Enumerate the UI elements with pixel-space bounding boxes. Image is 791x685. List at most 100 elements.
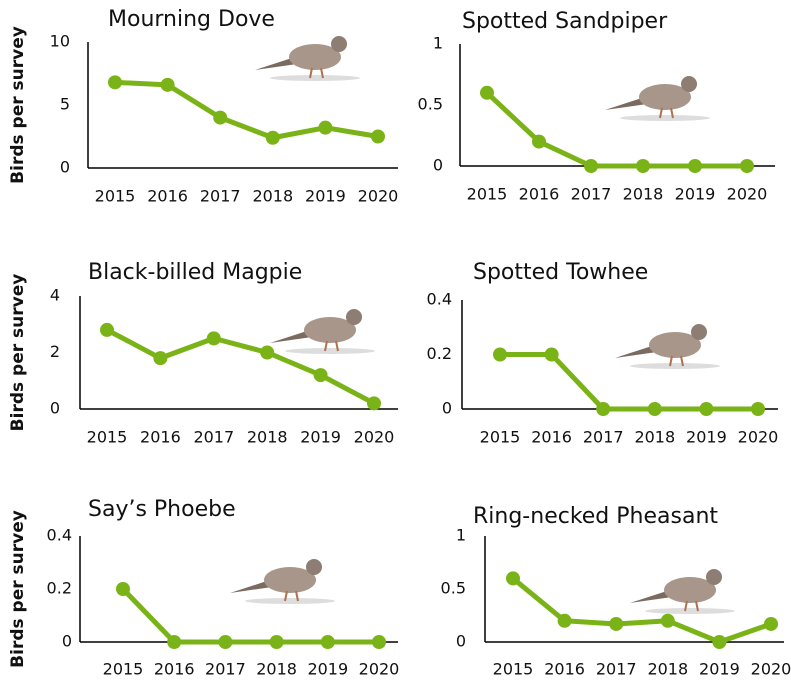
data-point bbox=[712, 635, 726, 649]
data-point bbox=[100, 323, 114, 337]
data-point bbox=[321, 635, 335, 649]
data-point bbox=[596, 402, 610, 416]
bird-shadow bbox=[245, 598, 335, 604]
x-tick-label: 2015 bbox=[103, 660, 144, 679]
data-point bbox=[213, 111, 227, 125]
x-tick-label: 2015 bbox=[87, 428, 128, 447]
x-tick-label: 2015 bbox=[480, 428, 521, 447]
data-point bbox=[764, 617, 778, 631]
y-tick-label: 0.2 bbox=[47, 579, 72, 598]
chart-title: Spotted Sandpiper bbox=[462, 9, 668, 34]
x-tick-label: 2017 bbox=[583, 428, 624, 447]
bird-illustration bbox=[255, 36, 360, 81]
chart-title: Black-billed Magpie bbox=[88, 260, 302, 285]
bird-shadow bbox=[645, 608, 735, 614]
data-point bbox=[558, 614, 572, 628]
y-tick-label: 0 bbox=[456, 632, 466, 651]
bird-shadow bbox=[620, 115, 710, 121]
data-point bbox=[270, 635, 284, 649]
x-tick-label: 2017 bbox=[205, 660, 246, 679]
x-tick-label: 2016 bbox=[519, 185, 560, 204]
x-tick-label: 2016 bbox=[140, 428, 181, 447]
chart-title: Ring-necked Pheasant bbox=[473, 504, 718, 529]
x-tick-label: 2019 bbox=[675, 185, 716, 204]
x-tick-label: 2020 bbox=[738, 428, 779, 447]
data-point bbox=[314, 368, 328, 382]
y-tick-label: 0 bbox=[433, 156, 443, 175]
bird-shadow bbox=[270, 75, 360, 81]
x-tick-label: 2015 bbox=[493, 660, 534, 679]
x-tick-label: 2020 bbox=[727, 185, 768, 204]
data-line bbox=[487, 93, 747, 166]
data-point bbox=[108, 75, 122, 89]
data-point bbox=[545, 348, 559, 362]
x-tick-label: 2018 bbox=[256, 660, 297, 679]
x-tick-label: 2017 bbox=[596, 660, 637, 679]
data-point bbox=[372, 635, 386, 649]
x-tick-label: 2017 bbox=[200, 187, 241, 206]
bird-shadow bbox=[630, 363, 720, 369]
y-tick-label: 4 bbox=[50, 286, 60, 305]
data-point bbox=[636, 159, 650, 173]
x-tick-label: 2019 bbox=[300, 428, 341, 447]
data-point bbox=[609, 617, 623, 631]
y-tick-label: 0.5 bbox=[441, 579, 466, 598]
y-tick-label: 0 bbox=[62, 632, 72, 651]
bird-head bbox=[331, 36, 347, 52]
y-tick-label: 0.2 bbox=[427, 344, 452, 363]
x-tick-label: 2016 bbox=[147, 187, 188, 206]
y-tick-label: 0 bbox=[60, 158, 70, 177]
bird-head bbox=[681, 76, 697, 92]
data-point bbox=[260, 346, 274, 360]
x-tick-label: 2018 bbox=[634, 428, 675, 447]
data-point bbox=[318, 121, 332, 135]
x-tick-label: 2020 bbox=[751, 660, 791, 679]
y-tick-label: 10 bbox=[50, 32, 70, 51]
data-point bbox=[740, 159, 754, 173]
data-point bbox=[153, 351, 167, 365]
x-tick-label: 2017 bbox=[193, 428, 234, 447]
x-tick-label: 2017 bbox=[571, 185, 612, 204]
y-axis-label: Birds per survey bbox=[8, 510, 28, 668]
bird-shadow bbox=[285, 348, 375, 354]
x-tick-label: 2016 bbox=[544, 660, 585, 679]
x-tick-label: 2018 bbox=[623, 185, 664, 204]
data-point bbox=[218, 635, 232, 649]
y-tick-label: 0.4 bbox=[47, 526, 72, 545]
chart-title: Spotted Towhee bbox=[473, 260, 648, 285]
data-point bbox=[207, 331, 221, 345]
y-tick-label: 1 bbox=[433, 34, 443, 53]
data-point bbox=[584, 159, 598, 173]
y-axis-label: Birds per survey bbox=[8, 274, 28, 432]
bird-illustration bbox=[630, 569, 735, 614]
data-point bbox=[480, 86, 494, 100]
data-point bbox=[506, 571, 520, 585]
data-point bbox=[161, 78, 175, 92]
x-tick-label: 2019 bbox=[686, 428, 727, 447]
x-tick-label: 2020 bbox=[359, 660, 400, 679]
x-tick-label: 2018 bbox=[252, 187, 293, 206]
x-tick-label: 2018 bbox=[247, 428, 288, 447]
data-point bbox=[648, 402, 662, 416]
data-point bbox=[532, 135, 546, 149]
bird-head bbox=[691, 324, 707, 340]
x-tick-label: 2019 bbox=[305, 187, 346, 206]
y-tick-label: 2 bbox=[50, 342, 60, 361]
data-point bbox=[367, 396, 381, 410]
y-tick-label: 0.4 bbox=[427, 290, 452, 309]
data-point bbox=[751, 402, 765, 416]
bird-head bbox=[306, 559, 322, 575]
data-point bbox=[699, 402, 713, 416]
chart-title: Say’s Phoebe bbox=[88, 497, 236, 522]
data-point bbox=[688, 159, 702, 173]
data-point bbox=[493, 348, 507, 362]
x-tick-label: 2015 bbox=[467, 185, 508, 204]
chart-panel: Ring-necked Pheasant00.51201520162017201… bbox=[441, 504, 791, 679]
data-point bbox=[371, 130, 385, 144]
data-point bbox=[266, 131, 280, 145]
x-tick-label: 2019 bbox=[699, 660, 740, 679]
data-line bbox=[500, 355, 758, 410]
bird-illustration bbox=[615, 324, 720, 369]
chart-panel: Say’s Phoebe Birds per survey 0 0.2 0.4 2015 2… bbox=[8, 497, 399, 679]
